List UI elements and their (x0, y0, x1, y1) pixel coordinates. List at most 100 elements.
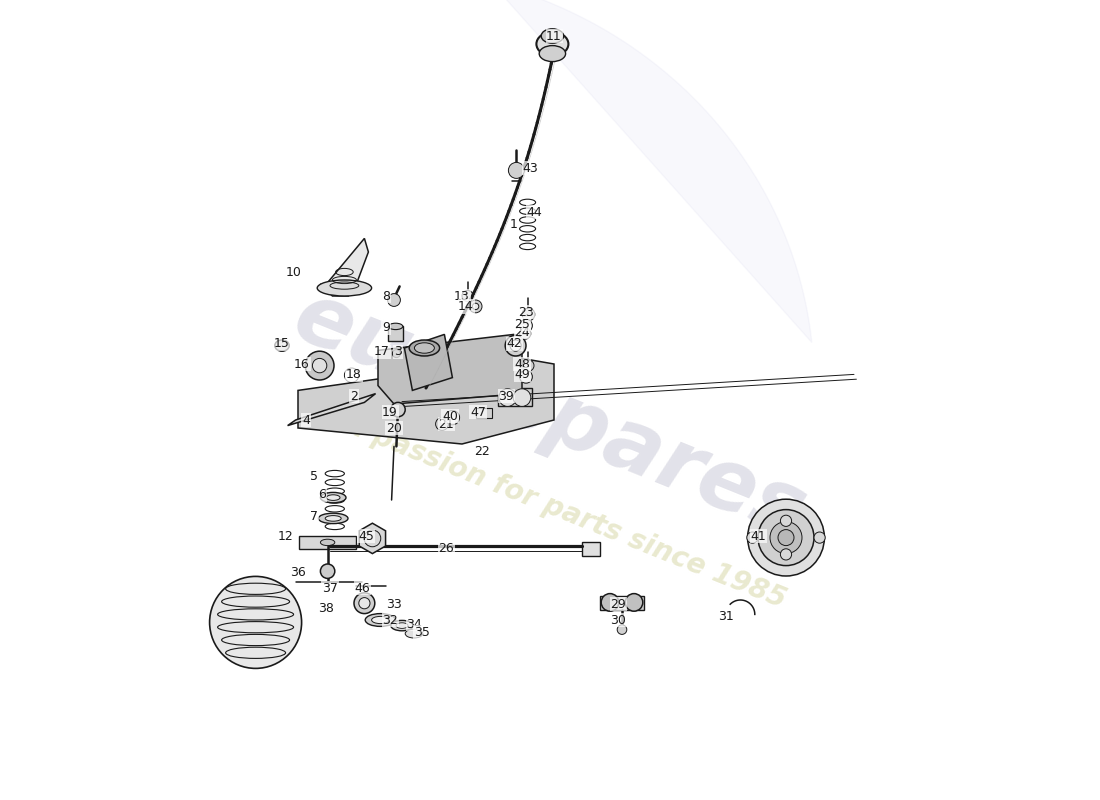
Text: 49: 49 (514, 368, 530, 381)
Text: 33: 33 (386, 598, 402, 610)
Text: 14: 14 (458, 300, 474, 313)
Text: 35: 35 (414, 626, 430, 638)
Ellipse shape (326, 516, 341, 522)
Text: 11: 11 (546, 30, 562, 42)
Ellipse shape (396, 622, 408, 629)
Circle shape (470, 300, 482, 313)
Text: 47: 47 (470, 406, 486, 418)
Circle shape (514, 389, 531, 406)
Text: 2: 2 (350, 390, 358, 402)
Circle shape (625, 594, 642, 611)
Ellipse shape (541, 29, 563, 43)
Text: 18: 18 (346, 368, 362, 381)
Text: 9: 9 (382, 322, 389, 334)
Text: 5: 5 (310, 470, 318, 482)
Circle shape (446, 410, 460, 425)
Circle shape (602, 594, 619, 611)
Circle shape (778, 530, 794, 546)
Text: 23: 23 (518, 306, 534, 318)
Circle shape (472, 303, 478, 310)
Polygon shape (492, 0, 812, 342)
Text: 31: 31 (718, 610, 734, 622)
Circle shape (387, 294, 400, 306)
Text: 17: 17 (374, 346, 389, 358)
Circle shape (519, 370, 532, 383)
Ellipse shape (327, 494, 340, 501)
Ellipse shape (539, 46, 565, 62)
Polygon shape (298, 358, 554, 444)
Text: 20: 20 (386, 422, 402, 434)
Polygon shape (405, 334, 452, 390)
Ellipse shape (390, 621, 414, 630)
Circle shape (390, 402, 405, 417)
Circle shape (312, 358, 327, 373)
Text: 41: 41 (750, 530, 766, 542)
Circle shape (770, 522, 802, 554)
Circle shape (617, 625, 627, 634)
Circle shape (498, 389, 516, 406)
Text: 25: 25 (514, 318, 530, 330)
Text: 45: 45 (359, 530, 374, 542)
Text: 30: 30 (610, 614, 626, 626)
Circle shape (393, 350, 400, 358)
Text: 38: 38 (318, 602, 334, 614)
Circle shape (519, 328, 531, 339)
Circle shape (519, 319, 532, 332)
Text: eurospares: eurospares (282, 275, 818, 557)
Circle shape (780, 549, 792, 560)
Circle shape (747, 532, 758, 543)
Ellipse shape (415, 343, 434, 354)
Circle shape (814, 532, 825, 543)
Text: 32: 32 (382, 614, 398, 626)
Text: 42: 42 (506, 338, 521, 350)
Ellipse shape (318, 514, 348, 524)
Text: 26: 26 (438, 542, 454, 554)
Text: 44: 44 (526, 206, 542, 218)
Ellipse shape (320, 539, 334, 546)
Ellipse shape (275, 340, 289, 351)
Circle shape (320, 564, 334, 578)
Text: 16: 16 (294, 358, 310, 370)
Circle shape (305, 351, 334, 380)
Circle shape (522, 360, 534, 371)
Text: 22: 22 (474, 446, 490, 458)
Text: a passion for parts since 1985: a passion for parts since 1985 (342, 410, 790, 614)
Ellipse shape (372, 617, 389, 624)
Text: 43: 43 (522, 162, 538, 174)
Ellipse shape (405, 629, 422, 638)
Circle shape (522, 308, 535, 321)
Text: 6: 6 (318, 488, 326, 501)
Polygon shape (600, 596, 645, 610)
Text: 19: 19 (382, 406, 398, 418)
Polygon shape (475, 408, 492, 418)
Polygon shape (320, 238, 368, 296)
Polygon shape (378, 334, 522, 404)
Circle shape (758, 510, 814, 566)
Circle shape (354, 593, 375, 614)
Circle shape (508, 162, 525, 178)
Circle shape (462, 290, 473, 302)
Ellipse shape (409, 340, 440, 356)
Text: 1: 1 (510, 218, 518, 230)
Polygon shape (287, 394, 375, 426)
Text: 24: 24 (514, 326, 530, 338)
Polygon shape (360, 523, 386, 554)
Text: 34: 34 (406, 618, 422, 630)
Polygon shape (299, 536, 356, 549)
Text: 29: 29 (610, 598, 626, 610)
Circle shape (505, 335, 526, 356)
Text: 3: 3 (394, 346, 402, 358)
Text: 7: 7 (310, 510, 318, 522)
Text: 4: 4 (302, 414, 310, 426)
Text: 13: 13 (454, 290, 470, 302)
Polygon shape (582, 542, 600, 556)
Ellipse shape (537, 32, 569, 56)
Circle shape (359, 598, 370, 609)
Text: 36: 36 (290, 566, 306, 578)
Circle shape (780, 515, 792, 526)
Polygon shape (498, 388, 532, 406)
Text: 15: 15 (274, 338, 290, 350)
Text: 37: 37 (322, 582, 338, 594)
Ellipse shape (317, 280, 372, 296)
Text: 46: 46 (354, 582, 370, 594)
